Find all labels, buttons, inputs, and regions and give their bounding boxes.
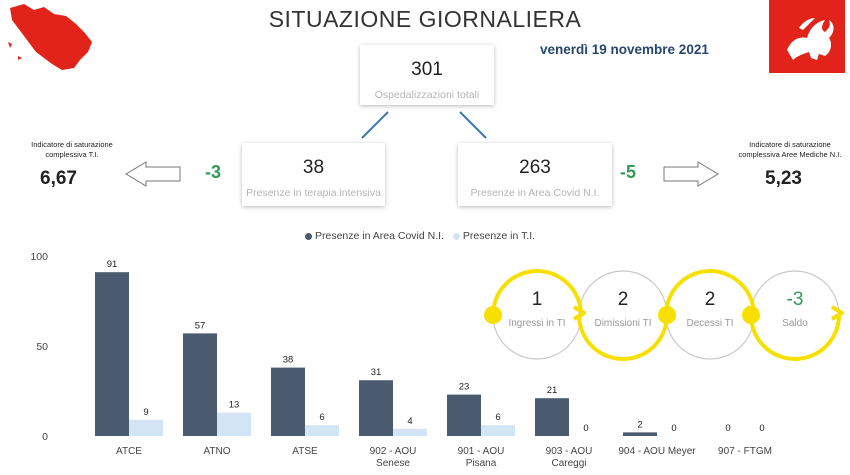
bar-covid <box>535 398 569 436</box>
flow-value: 2 <box>617 289 629 310</box>
bar-ti <box>305 425 339 436</box>
bar-ti <box>129 419 163 436</box>
flow-label: Decessi TI <box>686 318 734 329</box>
flow-dot <box>658 306 676 324</box>
page-title: SITUAZIONE GIORNALIERA <box>268 6 582 32</box>
data-label: 6 <box>319 412 324 423</box>
saturation-am-label: Indicatore di saturazione complessiva Are… <box>738 140 842 159</box>
saturation-ti-label: Indicatore di saturazione complessiva T.I… <box>31 140 113 159</box>
data-label: 0 <box>583 423 588 434</box>
x-tick-label: ATCE <box>116 446 142 457</box>
total-hospitalizations-label: Ospedalizzazioni totali <box>374 89 480 101</box>
flow-label: Ingressi in TI <box>508 318 566 329</box>
data-label: 38 <box>283 355 294 366</box>
arrow-left-icon <box>125 161 181 187</box>
bar-ti <box>217 412 251 436</box>
data-label: 13 <box>229 400 240 411</box>
saturation-ti-value: 6,67 <box>40 168 77 189</box>
flow-value: 1 <box>531 289 543 310</box>
total-hospitalizations-value: 301 <box>411 59 443 80</box>
data-label: 6 <box>495 412 500 423</box>
data-label: 0 <box>759 423 764 434</box>
bar-covid <box>623 432 657 436</box>
flow-arrow-icon <box>830 305 844 321</box>
x-tick-label: 904 - AOU Meyer <box>618 446 696 457</box>
flow-arrow-icon <box>572 305 586 321</box>
flow-label: Saldo <box>782 318 808 329</box>
flow-arc <box>664 269 756 316</box>
data-label: 9 <box>143 407 148 418</box>
data-label: 21 <box>547 385 558 396</box>
flow-arc <box>577 314 669 361</box>
covid-area-card: 263 Presenze in Area Covid N.I. <box>458 143 612 206</box>
bar-ti <box>481 425 515 436</box>
x-tick-label: 902 - AOU <box>370 446 417 457</box>
flow-arc <box>491 269 583 316</box>
data-label: 0 <box>725 423 730 434</box>
flow-arc <box>749 314 841 361</box>
intensive-care-value: 38 <box>302 157 325 178</box>
tuscany-map-icon <box>8 4 92 70</box>
data-label: 57 <box>195 320 206 331</box>
total-hospitalizations-card: 301 Ospedalizzazioni totali <box>360 45 494 105</box>
bar-ti <box>393 428 427 436</box>
bar-covid <box>183 333 217 436</box>
y-tick-label: 0 <box>42 431 48 443</box>
legend-dot-covid <box>305 232 312 240</box>
flow-arrow-icon <box>745 305 759 321</box>
flow-dot <box>484 306 502 324</box>
chart-legend: Presenze in Area Covid N.I. Presenze in … <box>305 230 535 242</box>
arrow-right-icon <box>663 161 719 187</box>
x-tick-label: 903 - AOU <box>546 446 593 457</box>
data-label: 91 <box>107 259 118 270</box>
y-tick-label: 50 <box>36 341 48 353</box>
data-label: 0 <box>671 423 676 434</box>
bar-covid <box>359 380 393 436</box>
bar-covid <box>95 272 129 436</box>
x-tick-label: 901 - AOU <box>458 446 505 457</box>
x-tick-label: Careggi <box>551 458 586 469</box>
x-tick-label: ATSE <box>292 446 318 457</box>
intensive-care-delta: -3 <box>205 162 222 182</box>
data-label: 2 <box>637 419 642 430</box>
legend-ti: Presenze in T.I. <box>462 230 536 242</box>
intensive-care-label: Presenze in terapia intensiva <box>246 187 381 199</box>
intensive-care-card: 38 Presenze in terapia intensiva <box>242 143 385 206</box>
flow-value: 2 <box>704 289 716 310</box>
x-tick-label: Senese <box>376 458 410 469</box>
data-label: 23 <box>459 382 470 393</box>
x-tick-label: ATNO <box>203 446 230 457</box>
data-label: 4 <box>407 416 412 427</box>
x-tick-label: Pisana <box>466 458 497 469</box>
legend-dot-ti <box>452 232 460 240</box>
report-date: venerdì 19 novembre 2021 <box>540 42 709 57</box>
pegasus-flag-icon <box>769 0 845 73</box>
flow-label: Dimissioni TI <box>594 318 652 329</box>
legend-covid: Presenze in Area Covid N.I. <box>315 230 444 242</box>
flow-value: -3 <box>786 289 804 310</box>
covid-area-delta: -5 <box>620 162 637 182</box>
bar-covid <box>447 394 481 436</box>
saturation-am-value: 5,23 <box>765 168 802 189</box>
bar-covid <box>271 367 305 436</box>
x-tick-label: 907 - FTGM <box>718 446 772 457</box>
covid-area-label: Presenze in Area Covid N.I. <box>470 187 600 199</box>
data-label: 31 <box>371 367 382 378</box>
y-tick-label: 100 <box>30 251 48 263</box>
covid-area-value: 263 <box>519 157 551 178</box>
